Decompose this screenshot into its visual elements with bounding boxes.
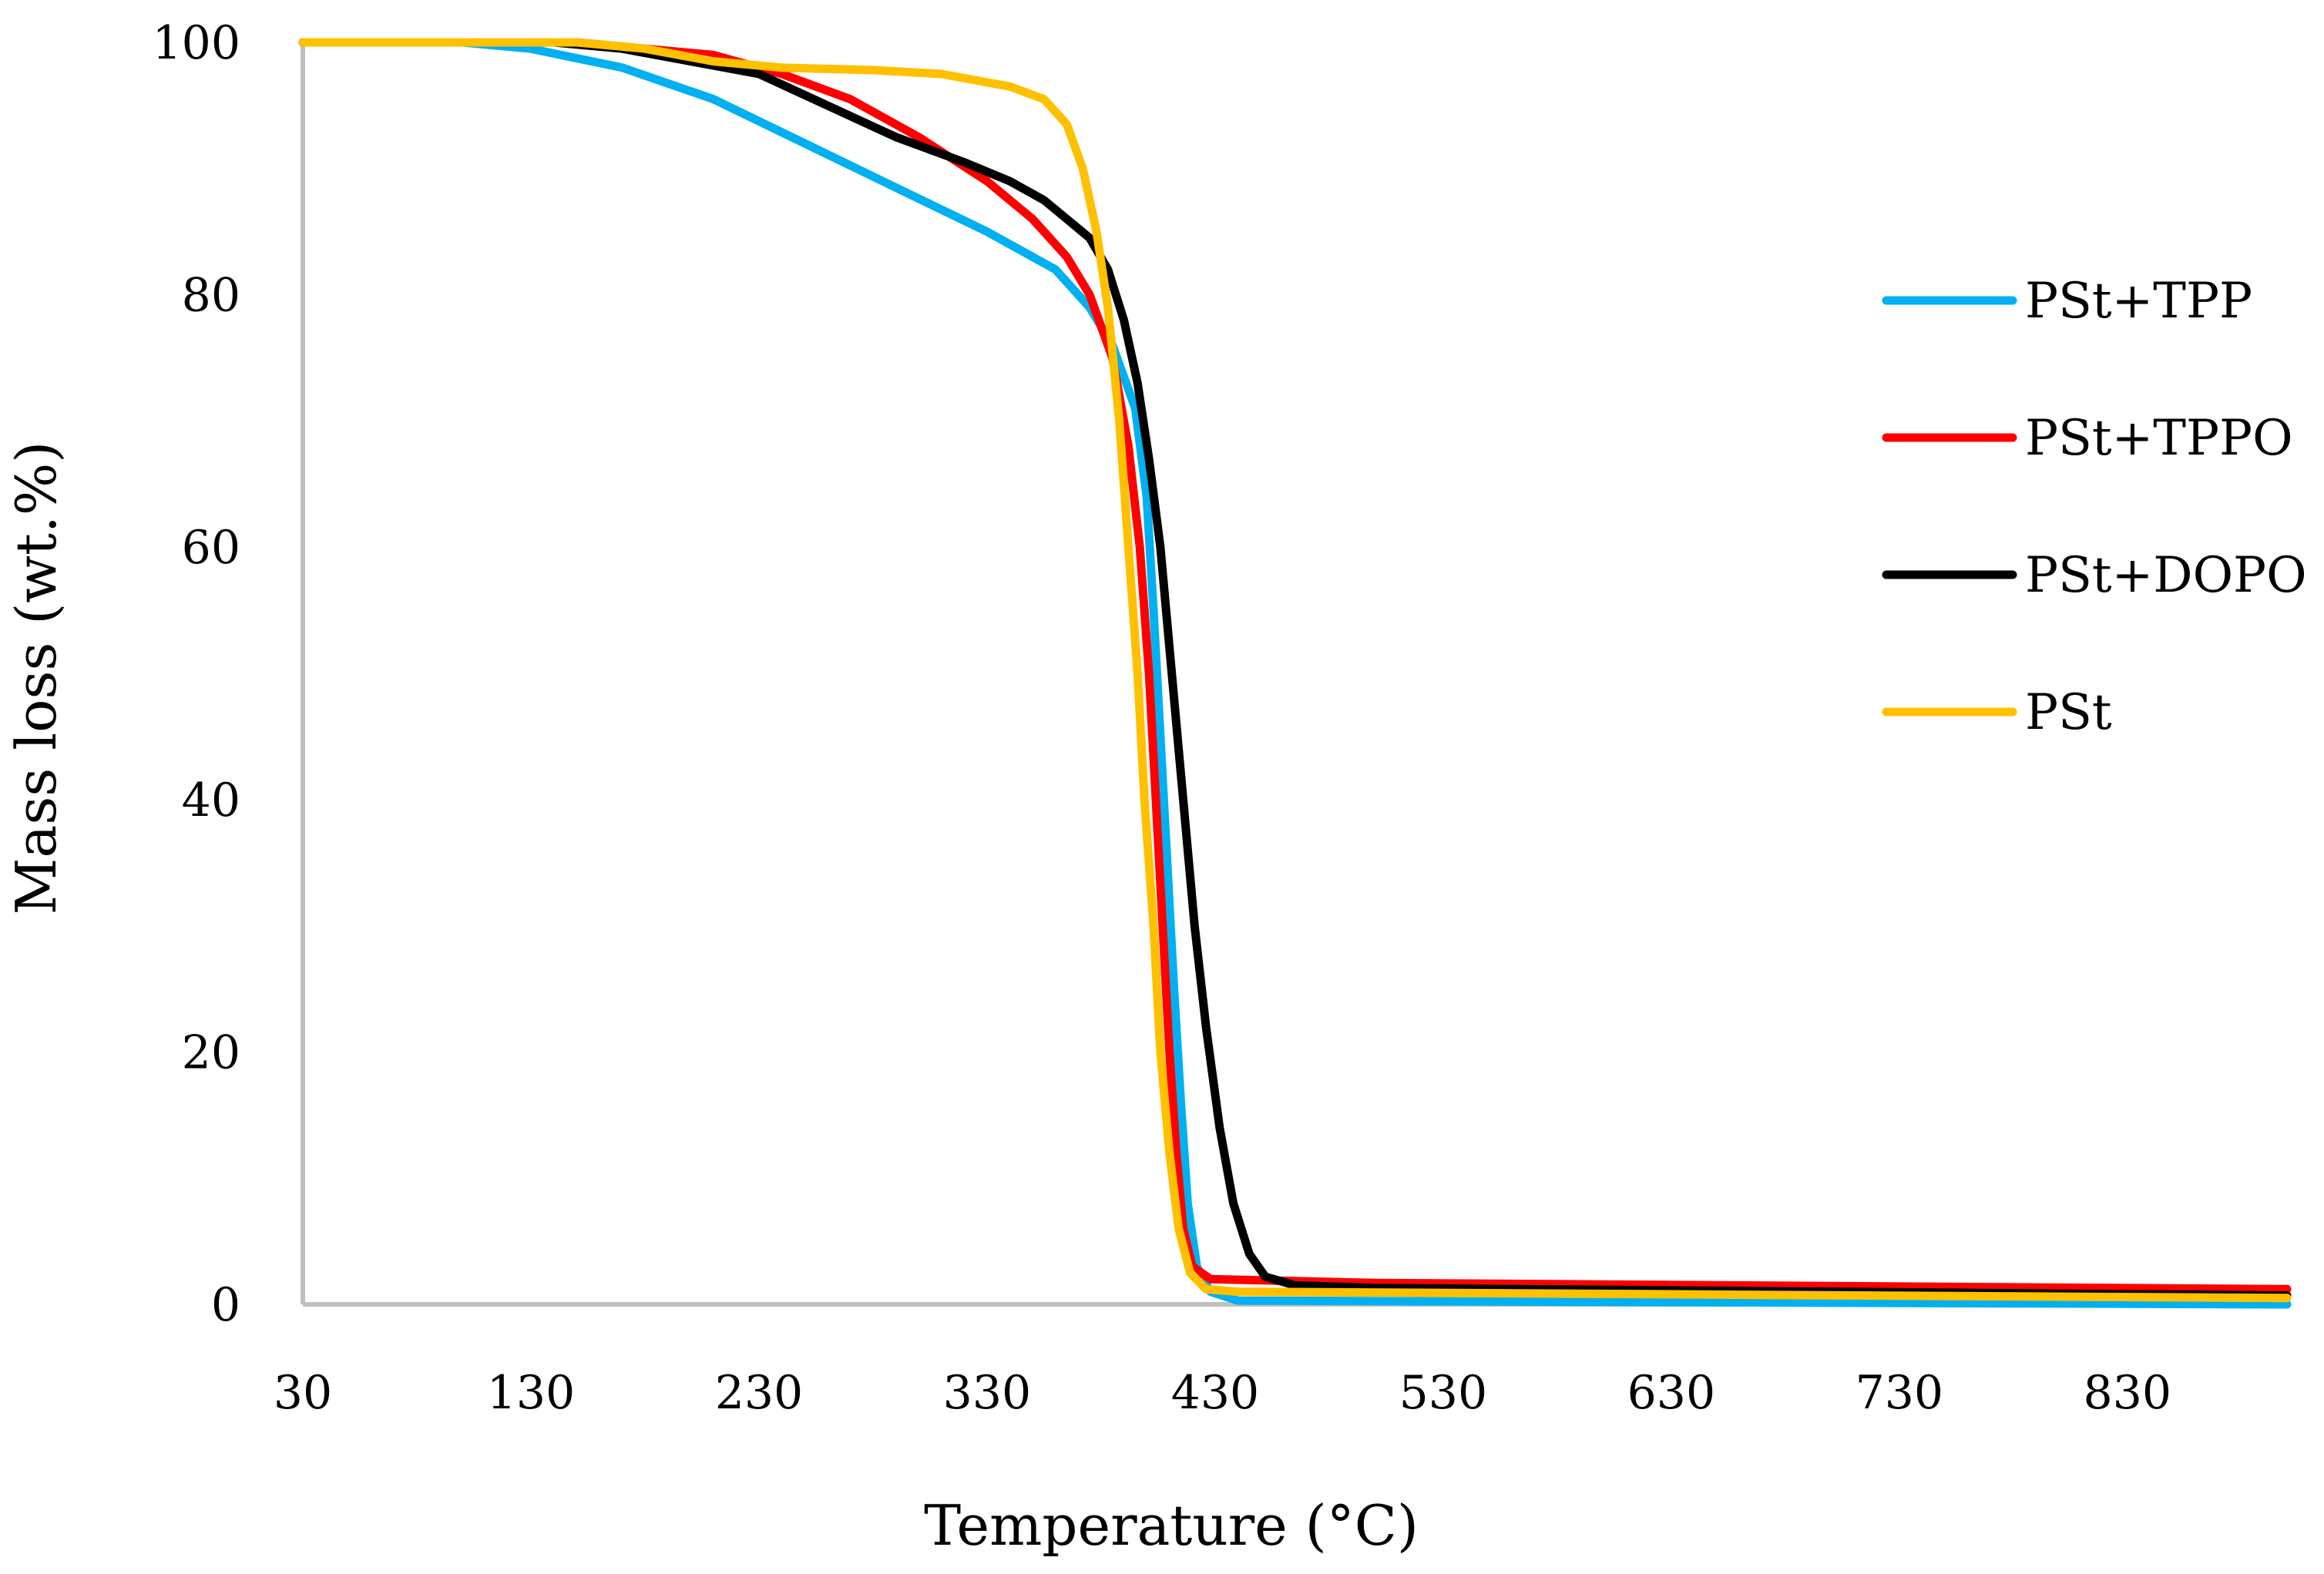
legend-label: PSt+TPP bbox=[2025, 273, 2252, 330]
x-tick-label: 230 bbox=[715, 1366, 804, 1420]
series-line-pst-tppo bbox=[298, 38, 2292, 1294]
legend-label: PSt bbox=[2025, 684, 2112, 741]
series-line-pst-tpp bbox=[298, 38, 2292, 1309]
x-tick-label: 330 bbox=[943, 1366, 1032, 1420]
series-line-pst-dopo bbox=[298, 38, 2292, 1300]
y-tick-label: 20 bbox=[182, 1025, 240, 1079]
x-axis-title: Temperature (°C) bbox=[924, 1493, 1419, 1558]
legend-label: PSt+DOPO bbox=[2025, 547, 2307, 604]
x-tick-label: 430 bbox=[1171, 1366, 1260, 1420]
series-lines bbox=[298, 38, 2292, 1309]
x-axis-ticks: 30 130 230 330 430 530 630 730 830 bbox=[274, 1366, 2171, 1420]
y-axis-ticks: 0 20 40 60 80 100 bbox=[152, 16, 240, 1332]
x-tick-label: 730 bbox=[1856, 1366, 1944, 1420]
y-axis-title: Mass loss (wt.%) bbox=[4, 441, 69, 915]
x-tick-label: 30 bbox=[274, 1366, 332, 1420]
y-tick-label: 60 bbox=[182, 521, 240, 575]
x-tick-label: 530 bbox=[1399, 1366, 1488, 1420]
series-line-pst bbox=[298, 38, 2292, 1303]
legend-label: PSt+TPPO bbox=[2025, 410, 2293, 467]
y-tick-label: 80 bbox=[182, 269, 240, 323]
x-tick-label: 130 bbox=[487, 1366, 576, 1420]
y-tick-label: 0 bbox=[211, 1278, 240, 1332]
y-tick-label: 40 bbox=[182, 774, 240, 827]
y-tick-label: 100 bbox=[152, 16, 240, 70]
legend: PSt+TPP PSt+TPPO PSt+DOPO PSt bbox=[1882, 273, 2307, 741]
x-tick-label: 630 bbox=[1627, 1366, 1716, 1420]
x-tick-label: 830 bbox=[2084, 1366, 2172, 1420]
